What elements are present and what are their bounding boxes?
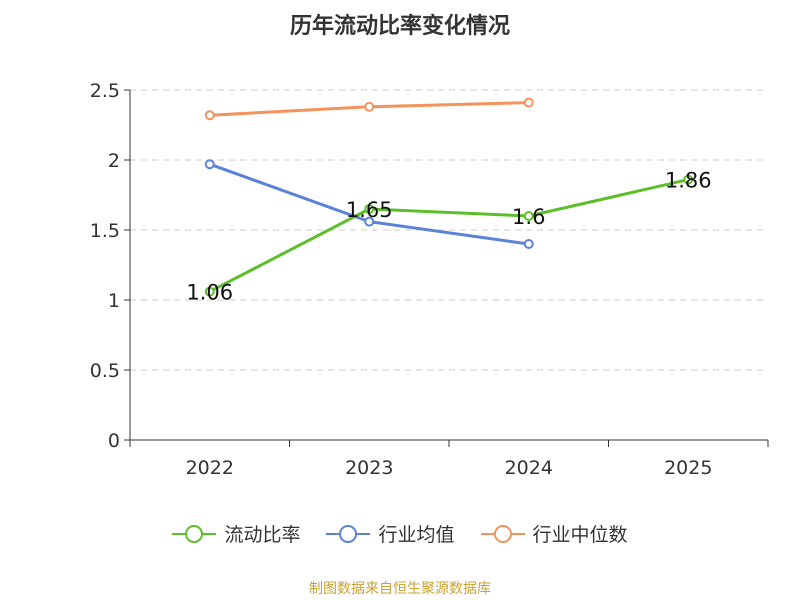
legend-item-industry-median[interactable]: 行业中位数 <box>480 520 628 547</box>
chart-legend: 流动比率 行业均值 行业中位数 <box>0 520 800 547</box>
x-tick-label: 2024 <box>505 457 553 479</box>
data-point <box>204 159 215 170</box>
x-tick-label: 2023 <box>345 457 393 479</box>
y-tick-label: 1.5 <box>90 220 120 242</box>
data-point <box>364 101 375 112</box>
chart-title: 历年流动比率变化情况 <box>289 14 510 39</box>
legend-line-icon <box>172 524 217 543</box>
x-tick-label: 2025 <box>664 457 712 479</box>
series-line <box>209 178 689 293</box>
y-tick-label: 0.5 <box>90 360 120 382</box>
y-tick-label: 0 <box>108 430 120 452</box>
legend-item-industry-mean[interactable]: 行业均值 <box>326 520 455 547</box>
legend-item-current-ratio[interactable]: 流动比率 <box>172 520 300 547</box>
y-tick-label: 2.5 <box>90 80 120 102</box>
data-point <box>523 97 534 108</box>
y-tick-label: 1 <box>108 290 120 312</box>
legend-line-icon <box>480 524 525 543</box>
legend-label: 流动比率 <box>224 524 301 546</box>
x-tick-label: 2022 <box>186 457 234 479</box>
data-label: 1.06 <box>186 281 233 305</box>
y-tick-label: 2 <box>108 150 120 172</box>
data-point <box>364 204 375 214</box>
data-label: 1.65 <box>346 198 393 222</box>
legend-label: 行业均值 <box>378 524 455 546</box>
data-label: 1.86 <box>665 169 712 193</box>
legend-line-icon <box>326 524 371 543</box>
legend-label: 行业中位数 <box>532 524 628 546</box>
data-point <box>364 216 375 227</box>
data-point <box>204 286 215 297</box>
data-label: 1.6 <box>512 205 545 229</box>
data-source-note: 制图数据来自恒生聚源数据库 <box>309 581 491 597</box>
data-point <box>204 110 215 121</box>
data-point <box>523 211 534 221</box>
data-point <box>523 239 534 249</box>
data-point <box>683 174 694 185</box>
